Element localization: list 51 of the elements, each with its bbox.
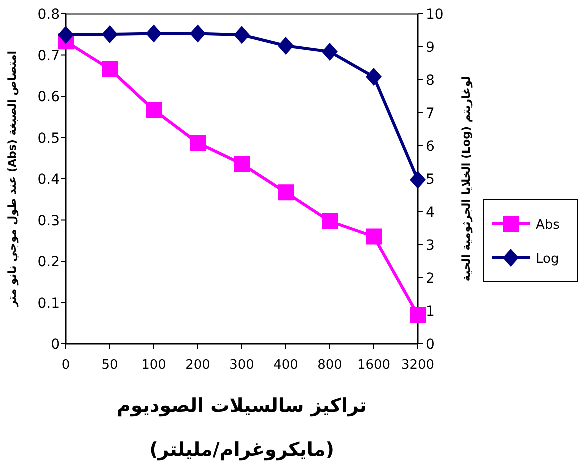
y2-tick-label: 9 bbox=[426, 40, 435, 56]
y2-tick-label: 10 bbox=[426, 7, 444, 23]
x-tick-label: 200 bbox=[186, 358, 210, 373]
y2-axis-title: لوغاريتم (Log) الخلايا الجرثومية الحية bbox=[460, 76, 473, 282]
y-tick-label: 0.8 bbox=[38, 7, 60, 23]
y-axis-title: امتصاص الصبغة (Abs) عند طول موجي نانو متر bbox=[6, 50, 19, 308]
x-tick-label: 0 bbox=[62, 358, 70, 373]
y-tick-label: 0.4 bbox=[38, 172, 60, 188]
x-axis-title: تراكيز سالسيلات الصوديوم (مايكروغرام/مليلتر) bbox=[117, 395, 367, 461]
x-tick-label: 800 bbox=[318, 358, 342, 373]
y2-tick-label: 4 bbox=[426, 205, 435, 221]
x-tick-label: 1600 bbox=[357, 358, 391, 373]
x-tick-label: 100 bbox=[142, 358, 166, 373]
point bbox=[102, 61, 118, 78]
point bbox=[278, 37, 294, 56]
point bbox=[366, 228, 382, 245]
point bbox=[190, 135, 206, 152]
point bbox=[190, 24, 206, 43]
y-tick-label: 0.7 bbox=[38, 48, 60, 64]
x-tick-label: 300 bbox=[230, 358, 254, 373]
point bbox=[234, 26, 250, 44]
y-tick-label: 0.5 bbox=[38, 130, 60, 147]
legend-label: Log bbox=[536, 252, 560, 267]
point bbox=[146, 102, 162, 118]
x-tick-label: 400 bbox=[274, 358, 298, 373]
point bbox=[102, 25, 118, 44]
point bbox=[58, 26, 74, 44]
point bbox=[366, 68, 382, 86]
point bbox=[278, 184, 294, 201]
point bbox=[322, 42, 338, 61]
y2-tick-label: 8 bbox=[426, 73, 435, 89]
point bbox=[146, 24, 162, 43]
point bbox=[322, 213, 338, 230]
x-tick-label: 50 bbox=[102, 358, 118, 373]
point bbox=[234, 156, 250, 172]
y-tick-label: 0.1 bbox=[38, 296, 60, 312]
y2-tick-label: 2 bbox=[426, 271, 435, 287]
y2-tick-label: 7 bbox=[426, 106, 435, 122]
x-tick-label: 3200 bbox=[401, 358, 435, 373]
y2-tick-label: 1 bbox=[426, 304, 435, 320]
point bbox=[410, 307, 426, 324]
y-tick-label: 0 bbox=[51, 337, 60, 353]
y2-tick-label: 0 bbox=[426, 337, 435, 353]
y-tick-label: 0.6 bbox=[38, 90, 60, 106]
point bbox=[410, 170, 426, 189]
legend-label: Abs bbox=[536, 218, 560, 233]
y2-tick-label: 3 bbox=[426, 238, 435, 254]
y2-tick-label: 5 bbox=[426, 172, 435, 188]
y-tick-label: 0.3 bbox=[38, 213, 60, 230]
y-tick-label: 0.2 bbox=[38, 254, 60, 270]
y2-tick-label: 6 bbox=[426, 139, 435, 155]
